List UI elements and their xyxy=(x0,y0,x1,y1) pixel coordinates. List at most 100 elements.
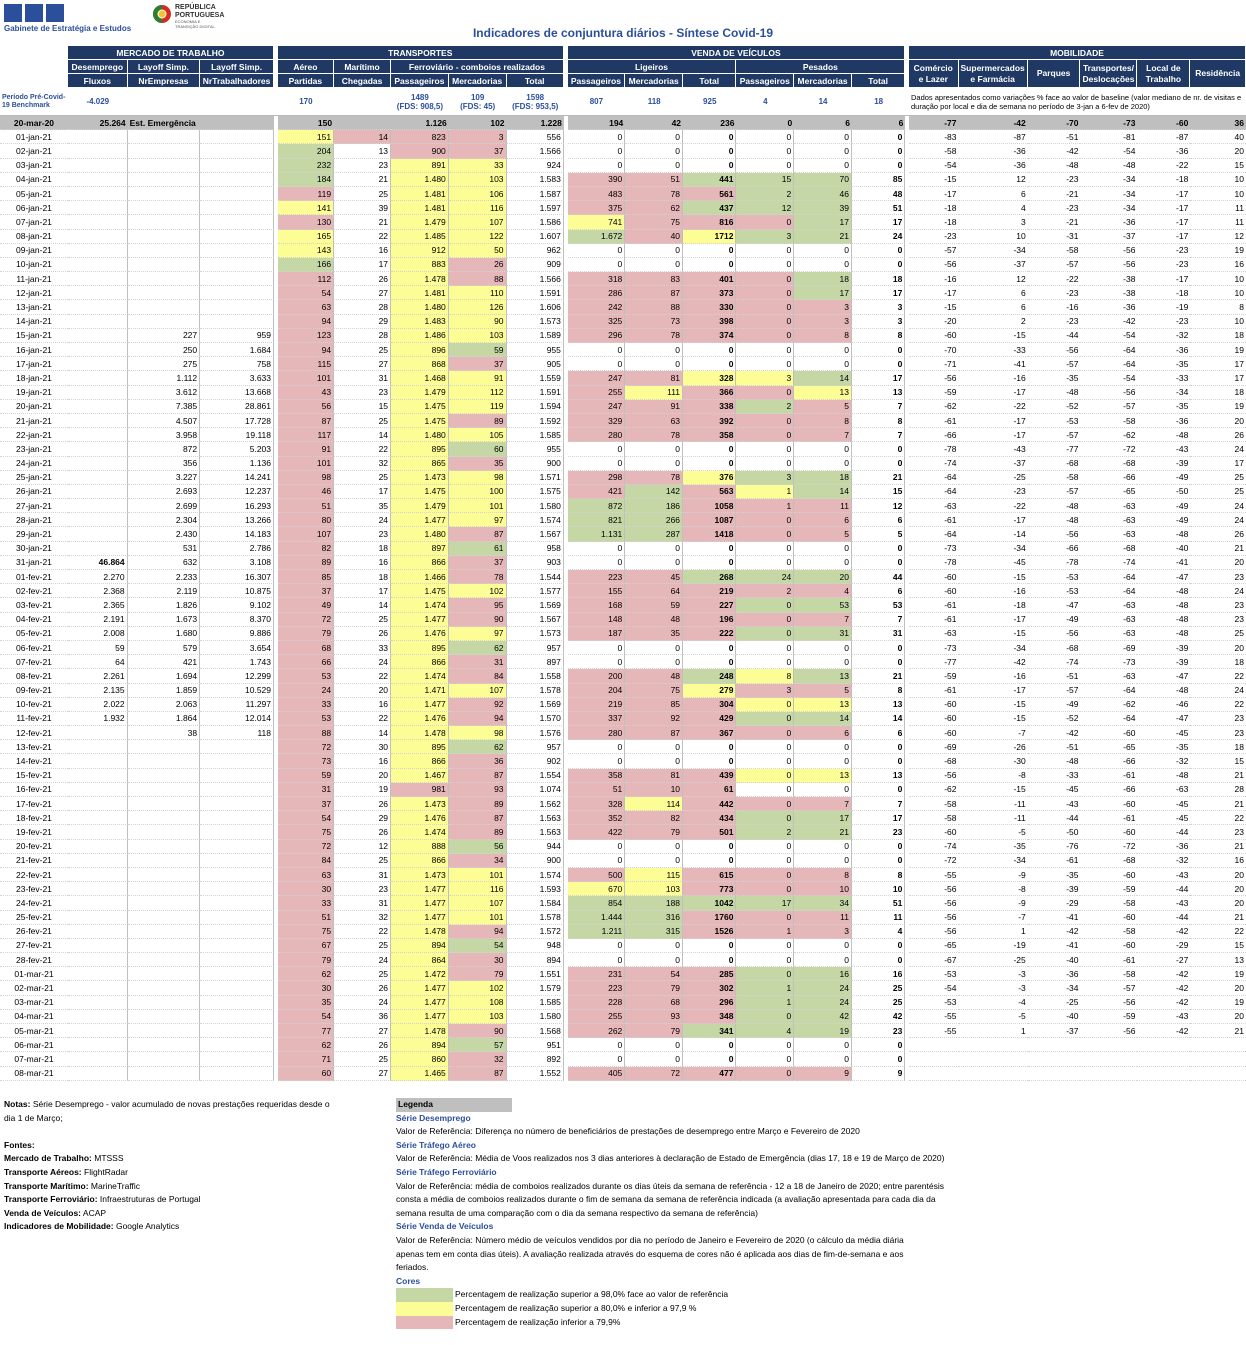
table-cell: -34 xyxy=(1027,981,1081,996)
table-cell: 0 xyxy=(736,867,795,883)
table-row: 25-jan-21 3.227 14.241 98 25 1.473 98 1.571 298 7… xyxy=(0,470,1246,485)
table-cell: 318 xyxy=(567,272,626,287)
table-cell: 304 xyxy=(683,697,737,712)
table-cell: 79 xyxy=(625,825,684,840)
table-cell: -34 xyxy=(1080,187,1138,202)
table-cell: 89 xyxy=(448,825,507,840)
table-cell: -72 xyxy=(909,854,959,868)
table-cell: 1.577 xyxy=(506,584,564,599)
table-cell: 151 xyxy=(277,130,335,145)
table-cell: 296 xyxy=(683,995,737,1010)
table-cell: 1 xyxy=(736,484,795,500)
table-cell: -33 xyxy=(1137,371,1191,386)
table-cell: 80 xyxy=(277,513,335,528)
table-cell: -37 xyxy=(958,457,1028,471)
table-cell: 0 xyxy=(794,782,852,797)
table-cell: 421 xyxy=(127,655,201,670)
table-cell: 118 xyxy=(200,726,275,741)
table-cell xyxy=(127,286,201,301)
table-cell xyxy=(127,811,201,826)
table-cell: 19 xyxy=(1190,967,1246,982)
table-cell: 200 xyxy=(567,669,626,684)
table-cell: 79 xyxy=(625,981,684,996)
table-cell: 0 xyxy=(794,442,852,457)
table-cell: 2.430 xyxy=(127,527,201,542)
table-cell: 77 xyxy=(277,1024,335,1039)
table-cell: 375 xyxy=(567,201,626,216)
table-cell: 3 xyxy=(736,683,795,698)
table-cell: 0 xyxy=(851,1038,906,1053)
table-cell: -59 xyxy=(1080,882,1138,897)
gov-logo: REPÚBLICA PORTUGUESA ECONOMIA E TRANSIÇÃ… xyxy=(152,4,224,29)
table-cell: 5.203 xyxy=(200,442,275,457)
table-cell: 168 xyxy=(567,598,626,613)
table-cell: -69 xyxy=(909,740,959,755)
table-cell: 1 xyxy=(736,995,795,1010)
table-cell: 27 xyxy=(334,286,392,301)
row-date: 25-fev-21 xyxy=(0,911,68,925)
table-cell: -44 xyxy=(1137,911,1191,925)
table-cell: 53 xyxy=(851,598,906,613)
table-cell: -31 xyxy=(1027,230,1081,244)
table-cell: 1058 xyxy=(683,499,737,514)
table-cell: -60 xyxy=(909,329,959,343)
table-cell: 897 xyxy=(391,541,449,556)
row-date: 22-fev-21 xyxy=(0,868,68,883)
table-cell xyxy=(127,1024,201,1039)
table-cell: -55 xyxy=(909,868,959,883)
table-cell: 2 xyxy=(736,399,795,414)
table-cell: 112 xyxy=(448,385,507,400)
row-date: 01-jan-21 xyxy=(0,130,68,145)
table-cell: -22 xyxy=(1027,272,1081,287)
table-cell: 0 xyxy=(625,953,684,968)
table-cell: -17 xyxy=(958,613,1028,627)
table-cell: 2.304 xyxy=(127,513,201,528)
table-cell: -5 xyxy=(958,1010,1028,1024)
table-cell: 0 xyxy=(736,328,795,343)
table-cell: -63 xyxy=(1080,499,1138,514)
table-cell: 21 xyxy=(334,215,392,230)
table-cell: 1.477 xyxy=(391,981,449,996)
header-row-cols: Fluxos NrEmpresas NrTrabalhadores Partid… xyxy=(0,74,1246,88)
table-cell: 821 xyxy=(567,513,626,528)
table-cell: -44 xyxy=(1137,825,1191,840)
table-cell: -39 xyxy=(1137,655,1191,670)
table-cell: 204 xyxy=(567,683,626,698)
table-cell: 15 xyxy=(1190,159,1246,173)
table-cell: 54 xyxy=(277,286,335,301)
table-cell: 148 xyxy=(567,612,626,627)
table-cell: 35 xyxy=(277,995,335,1010)
table-cell: 670 xyxy=(567,882,626,897)
row-date: 02-jan-21 xyxy=(0,144,68,159)
row-date: 23-fev-21 xyxy=(0,882,68,897)
table-cell: -34 xyxy=(958,244,1028,258)
table-cell: -43 xyxy=(958,442,1028,457)
table-cell: 98 xyxy=(448,470,507,485)
table-cell: 63 xyxy=(625,413,684,429)
table-cell xyxy=(67,797,128,812)
row-date: 20-jan-21 xyxy=(0,400,68,414)
table-cell: 35 xyxy=(448,456,507,471)
table-cell xyxy=(127,938,201,954)
table-cell: 8 xyxy=(851,328,906,343)
table-cell: 823 xyxy=(391,130,449,145)
table-cell: 5 xyxy=(794,527,852,542)
table-cell: 0 xyxy=(567,938,626,954)
table-cell: 19 xyxy=(794,1024,852,1039)
table-cell xyxy=(127,243,201,258)
table-cell: -17 xyxy=(1137,215,1191,230)
row-date: 29-jan-21 xyxy=(0,527,68,542)
table-cell: 872 xyxy=(127,442,201,457)
table-cell: -74 xyxy=(1027,655,1081,670)
benchmark-fer-passageiros: 1489 (FDS: 908,5) xyxy=(391,88,449,116)
table-cell: 3 xyxy=(794,924,852,939)
table-cell: 1.594 xyxy=(506,399,564,414)
table-cell: -57 xyxy=(1027,357,1081,372)
table-cell: 1418 xyxy=(683,527,737,542)
table-cell xyxy=(67,428,128,443)
table-cell: 285 xyxy=(683,967,737,982)
table-cell: 1526 xyxy=(683,924,737,939)
table-cell: 17 xyxy=(1190,357,1246,372)
row-date: 23-jan-21 xyxy=(0,442,68,457)
table-row: 08-fev-21 2.261 1.694 12.299 53 22 1.474 84 1.55… xyxy=(0,669,1246,684)
